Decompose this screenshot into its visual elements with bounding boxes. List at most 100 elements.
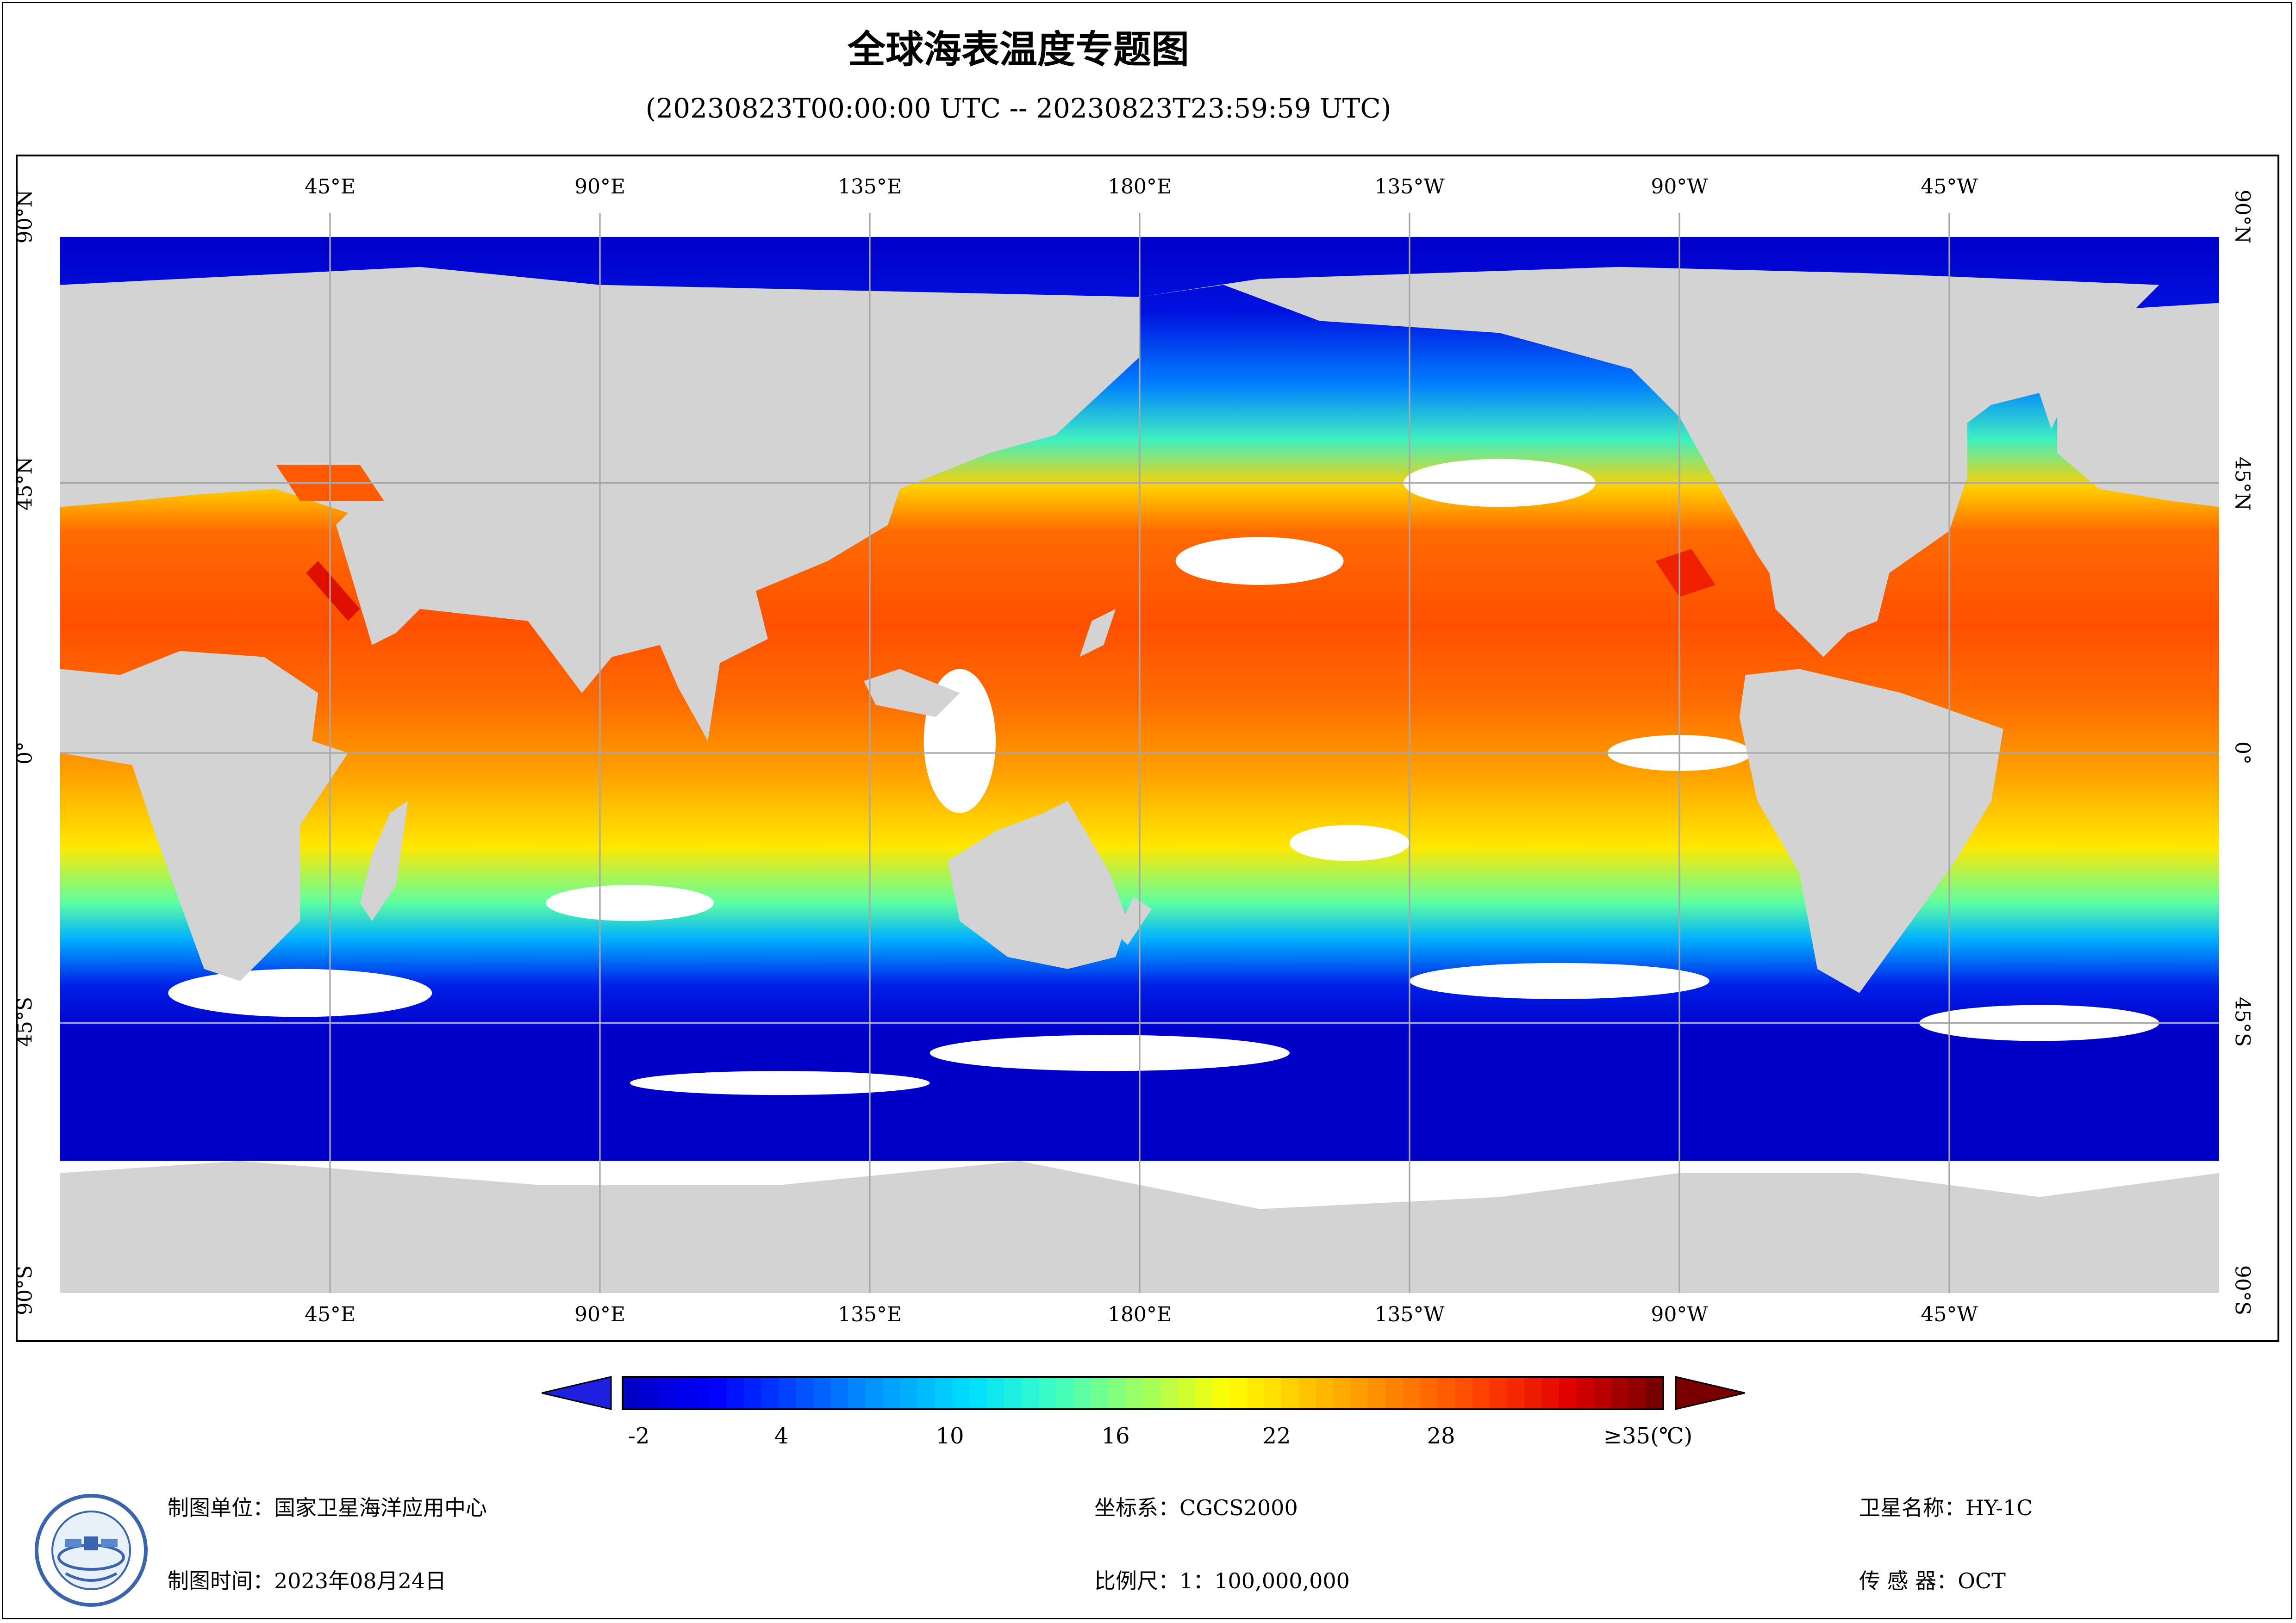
coordinate-system: 坐标系：CGCS2000 — [1094, 1491, 1298, 1522]
colorbar-cell — [1004, 1377, 1022, 1409]
colorbar-tick: 10 — [936, 1423, 964, 1449]
colorbar-cell — [674, 1377, 693, 1409]
colorbar-tick: ≥35(℃) — [1603, 1423, 1693, 1449]
colorbar-cell — [1281, 1377, 1300, 1409]
satellite-name: 卫星名称：HY-1C — [1859, 1491, 2033, 1522]
colorbar-tick: 4 — [774, 1423, 789, 1449]
satellite-name-label: 卫星名称： — [1859, 1495, 1965, 1520]
lon-label-bottom: 135°W — [1374, 1303, 1445, 1326]
sensor-value: OCT — [1958, 1568, 2006, 1593]
mapping-unit-value: 国家卫星海洋应用中心 — [274, 1495, 487, 1520]
colorbar-tick: 16 — [1101, 1423, 1130, 1449]
lon-label-bottom: 90°W — [1651, 1303, 1708, 1326]
lon-label-bottom: 135°E — [837, 1303, 902, 1326]
coordinate-system-value: CGCS2000 — [1179, 1495, 1298, 1520]
lon-label-top: 135°E — [837, 175, 902, 199]
sst-map — [60, 213, 2219, 1293]
lon-label-bottom: 90°E — [574, 1303, 626, 1326]
colorbar-cell — [779, 1377, 797, 1409]
mapping-time-value: 2023年08月24日 — [274, 1568, 447, 1593]
colorbar-cell — [1073, 1377, 1092, 1409]
colorbar-cell — [986, 1377, 1005, 1409]
colorbar-cell — [865, 1377, 883, 1409]
colorbar-cell — [1368, 1377, 1386, 1409]
mapping-time-label: 制图时间： — [168, 1568, 274, 1593]
colorbar-cell — [726, 1377, 745, 1409]
map-title: 全球海表温度专题图 — [847, 28, 1189, 72]
lat-label-left: 45°S — [13, 996, 37, 1047]
map-scale-label: 比例尺： — [1094, 1568, 1179, 1593]
lat-label-right: 0° — [2230, 741, 2254, 765]
colorbar-cells — [623, 1377, 1664, 1409]
colorbar-cell — [623, 1377, 641, 1409]
colorbar-cell — [1507, 1377, 1525, 1409]
map-frame — [16, 155, 2279, 1342]
coordinate-system-label: 坐标系： — [1094, 1495, 1179, 1520]
lat-label-left: 90°N — [13, 189, 37, 244]
lon-label-top: 90°W — [1651, 175, 1708, 199]
colorbar-cell — [952, 1377, 970, 1409]
lon-label-bottom: 180°E — [1107, 1303, 1172, 1326]
lon-label-top: 45°W — [1921, 175, 1978, 199]
colorbar-cell — [830, 1377, 849, 1409]
colorbar-cell — [1247, 1377, 1265, 1409]
colorbar-cell — [935, 1377, 953, 1409]
colorbar-cell — [1108, 1377, 1126, 1409]
lon-label-top: 90°E — [574, 175, 626, 199]
time-range-subtitle: (20230823T00:00:00 UTC -- 20230823T23:59… — [645, 93, 1391, 124]
lon-label-top: 45°E — [304, 175, 356, 199]
lon-label-bottom: 45°E — [304, 1303, 356, 1326]
colorbar-cell — [1195, 1377, 1213, 1409]
colorbar-cell — [848, 1377, 866, 1409]
colorbar-cell — [1455, 1377, 1473, 1409]
colorbar-under-triangle — [542, 1376, 612, 1410]
lon-label-bottom: 45°W — [1921, 1303, 1978, 1326]
colorbar-cell — [1299, 1377, 1317, 1409]
colorbar-cell — [1021, 1377, 1040, 1409]
colorbar-cell — [709, 1377, 727, 1409]
colorbar-cell — [1472, 1377, 1491, 1409]
lat-label-left: 90°S — [13, 1265, 37, 1316]
colorbar-cell — [1628, 1377, 1647, 1409]
colorbar-cell — [1143, 1377, 1161, 1409]
colorbar-cell — [1611, 1377, 1629, 1409]
colorbar-tick: -2 — [628, 1423, 650, 1449]
mapping-unit: 制图单位：国家卫星海洋应用中心 — [168, 1491, 487, 1522]
colorbar-cell — [969, 1377, 987, 1409]
colorbar-cell — [640, 1377, 658, 1409]
colorbar-cell — [1420, 1377, 1438, 1409]
mapping-unit-label: 制图单位： — [168, 1495, 274, 1520]
colorbar-cell — [1039, 1377, 1057, 1409]
colorbar-cell — [813, 1377, 831, 1409]
colorbar-cell — [1559, 1377, 1577, 1409]
colorbar-tick: 28 — [1427, 1423, 1455, 1449]
colorbar-cell — [883, 1377, 901, 1409]
lat-label-right: 45°S — [2230, 996, 2254, 1047]
colorbar-cell — [1594, 1377, 1612, 1409]
colorbar-cell — [1576, 1377, 1595, 1409]
lon-label-top: 180°E — [1107, 175, 1172, 199]
colorbar-over-triangle — [1675, 1376, 1745, 1410]
colorbar-tick: 22 — [1262, 1423, 1291, 1449]
colorbar-cell — [1125, 1377, 1143, 1409]
colorbar-cell — [1212, 1377, 1230, 1409]
colorbar — [542, 1376, 1745, 1410]
colorbar-cell — [1160, 1377, 1178, 1409]
nsoas-logo — [35, 1494, 148, 1607]
colorbar-cell — [1524, 1377, 1542, 1409]
map-scale-value: 1：100,000,000 — [1179, 1568, 1350, 1593]
colorbar-outline — [622, 1376, 1664, 1410]
lat-label-right: 45°N — [2230, 456, 2254, 511]
lon-label-top: 135°W — [1374, 175, 1445, 199]
colorbar-cell — [1385, 1377, 1404, 1409]
lat-label-left: 45°N — [13, 456, 37, 511]
colorbar-cell — [1316, 1377, 1335, 1409]
sensor-label: 传 感 器： — [1859, 1568, 1958, 1593]
satellite-name-value: HY-1C — [1965, 1495, 2033, 1520]
lat-label-right: 90°N — [2230, 189, 2254, 244]
colorbar-cell — [1264, 1377, 1282, 1409]
colorbar-cell — [692, 1377, 710, 1409]
mapping-time: 制图时间：2023年08月24日 — [168, 1564, 446, 1595]
colorbar-cell — [917, 1377, 936, 1409]
